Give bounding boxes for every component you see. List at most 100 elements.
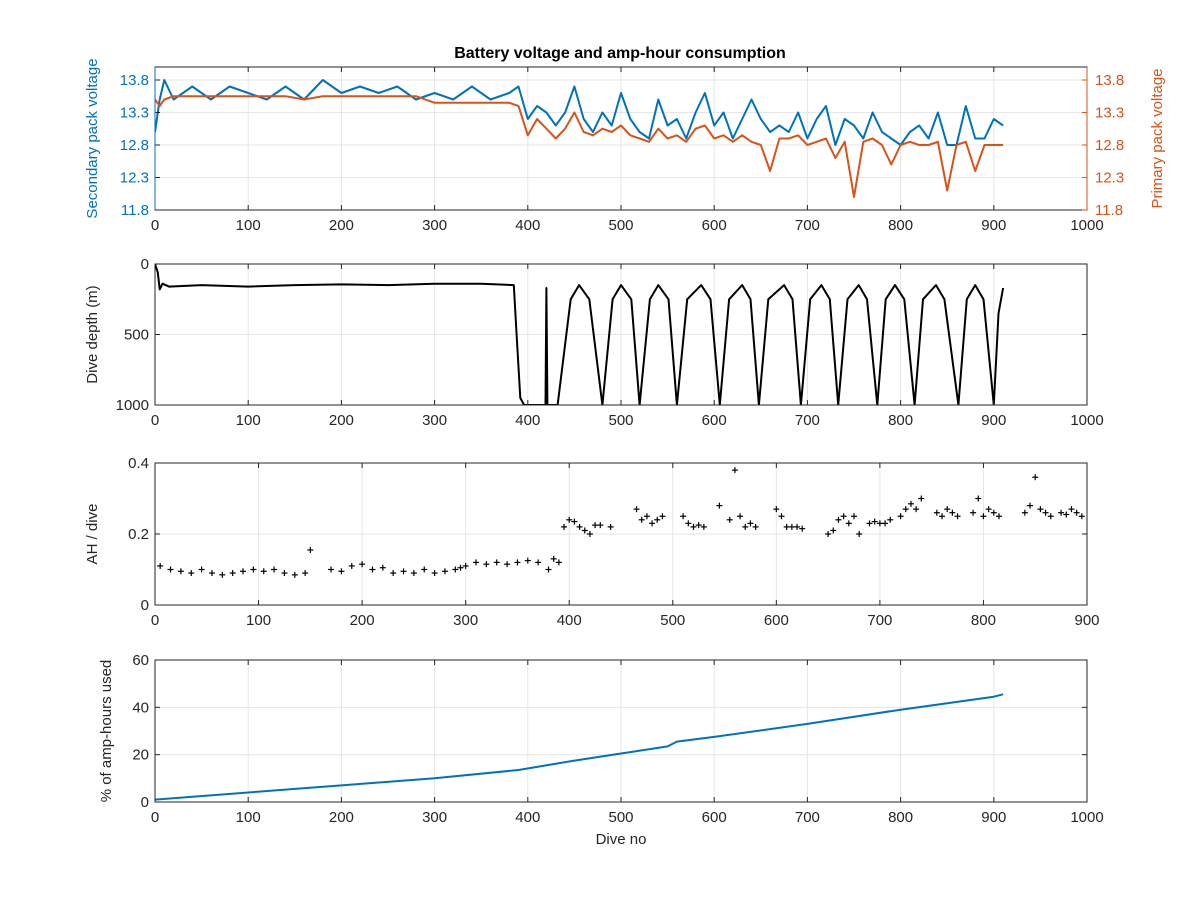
data-point: [913, 506, 920, 513]
data-point: [561, 523, 568, 530]
data-point: [483, 561, 490, 568]
panel-2: 0 100 200 300 400 500 600 700 800 900 100005001000…: [84, 256, 1104, 429]
y-tick-label: 12.3: [120, 170, 149, 187]
x-tick-label: 400: [515, 809, 540, 826]
data-point: [659, 513, 666, 520]
data-point: [188, 570, 195, 577]
data-point: [649, 520, 656, 527]
data-point: [607, 523, 614, 530]
panels: 0 100 200 300 400 500 600 700 800 900 100011.812.3…: [84, 58, 1166, 848]
data-point: [250, 566, 257, 573]
panel-3: 0 100 200 300 400 500 600 700 800 900 0 0.2 0.4 AH / …: [84, 455, 1100, 629]
data-point: [845, 520, 852, 527]
data-point: [773, 506, 780, 513]
x-tick-label: 900: [981, 412, 1006, 429]
x-tick-label: 0: [151, 217, 159, 234]
data-point: [643, 513, 650, 520]
data-point: [840, 513, 847, 520]
data-point: [731, 467, 738, 474]
data-point: [1073, 509, 1080, 516]
x-tick-label: 200: [329, 217, 354, 234]
y-axis-label: Secondary pack voltage: [84, 58, 101, 218]
x-tick-label: 200: [329, 412, 354, 429]
data-layer: [157, 467, 1085, 578]
x-tick-label: 800: [888, 809, 913, 826]
data-point: [307, 546, 314, 553]
x-tick-label: 400: [557, 612, 582, 629]
x-tick-label: 600: [702, 412, 727, 429]
x-tick-label: 300: [422, 217, 447, 234]
series-line-1: [155, 693, 1004, 801]
data-layer: [155, 264, 1005, 405]
x-tick-label: 500: [608, 809, 633, 826]
data-point: [726, 516, 733, 523]
x-tick-label: 800: [888, 412, 913, 429]
data-point: [177, 568, 184, 575]
data-point: [390, 570, 397, 577]
y-tick-label: 500: [124, 327, 149, 344]
y-tick-label: 0.4: [128, 455, 149, 472]
x-tick-label: 600: [764, 612, 789, 629]
data-point: [1078, 513, 1085, 520]
data-point: [400, 568, 407, 575]
data-point: [338, 568, 345, 575]
data-point: [752, 523, 759, 530]
x-tick-label: 1000: [1070, 412, 1103, 429]
y-right-tick-label: 13.3: [1095, 105, 1124, 122]
x-tick-label: 800: [971, 612, 996, 629]
y-tick-label: 0.2: [128, 526, 149, 543]
y-axis-label: Dive depth (m): [84, 285, 101, 383]
panel-4: 0 100 200 300 400 500 600 700 800 900 1000 0 20 40 60%…: [98, 652, 1104, 848]
x-tick-label: 500: [608, 217, 633, 234]
x-tick-label: 0: [151, 612, 159, 629]
data-point: [825, 531, 832, 537]
data-point: [462, 562, 469, 569]
data-point: [576, 523, 583, 530]
data-point: [685, 520, 692, 527]
data-point: [328, 566, 335, 573]
data-point: [788, 523, 795, 530]
y-right-tick-label: 13.8: [1095, 72, 1124, 89]
data-point: [949, 509, 956, 516]
data-point: [747, 520, 754, 527]
x-tick-label: 0: [151, 412, 159, 429]
data-point: [167, 566, 174, 573]
y-tick-label: 13.8: [120, 72, 149, 89]
data-point: [452, 566, 459, 573]
y-tick-label: 12.8: [120, 137, 149, 154]
x-tick-label: 700: [795, 809, 820, 826]
data-point: [493, 559, 500, 566]
y-right-tick-label: 11.8: [1095, 202, 1123, 219]
x-tick-label: 900: [981, 217, 1006, 234]
data-point: [571, 518, 578, 525]
data-point: [379, 564, 386, 571]
panel-1: 0 100 200 300 400 500 600 700 800 900 100011.812.3…: [84, 58, 1166, 234]
x-tick-label: 500: [660, 612, 685, 629]
data-point: [690, 523, 697, 530]
data-point: [281, 570, 288, 577]
data-point: [198, 566, 205, 573]
data-point: [954, 513, 961, 520]
data-point: [597, 522, 604, 529]
data-point: [208, 570, 215, 577]
x-tick-label: 500: [608, 412, 633, 429]
data-point: [778, 513, 785, 520]
series-line-1: [155, 264, 1005, 405]
data-point: [369, 566, 376, 573]
y-tick-label: 1000: [116, 397, 149, 414]
data-point: [457, 564, 464, 571]
data-point: [995, 513, 1002, 520]
x-tick-label: 100: [236, 809, 261, 826]
data-point: [737, 513, 744, 520]
x-tick-label: 1000: [1070, 217, 1103, 234]
data-point: [441, 568, 448, 575]
data-point: [1037, 506, 1044, 513]
x-tick-label: 700: [795, 217, 820, 234]
data-point: [1042, 509, 1049, 516]
y-tick-label: 0: [141, 794, 149, 811]
x-tick-label: 100: [246, 612, 271, 629]
y-tick-label: 0: [141, 597, 149, 614]
x-tick-label: 700: [867, 612, 892, 629]
data-point: [866, 520, 873, 527]
